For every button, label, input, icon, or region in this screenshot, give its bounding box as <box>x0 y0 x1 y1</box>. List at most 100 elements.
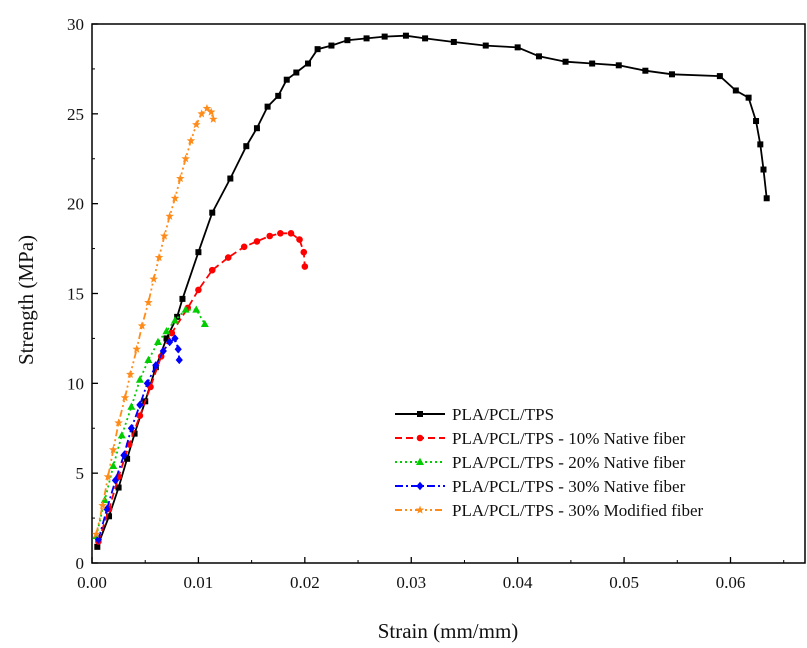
data-point <box>136 412 144 419</box>
data-point <box>181 305 190 313</box>
data-point <box>115 484 122 491</box>
data-point <box>192 120 201 129</box>
data-point <box>363 35 370 42</box>
data-point <box>243 143 250 150</box>
data-point <box>264 103 271 110</box>
data-point <box>144 297 153 307</box>
data-point <box>152 361 160 370</box>
data-point <box>154 253 164 262</box>
series-5 <box>91 103 218 538</box>
data-point <box>94 543 101 550</box>
plot-area <box>91 23 806 564</box>
data-point <box>120 451 128 460</box>
data-point <box>732 87 739 94</box>
data-point <box>91 529 101 538</box>
data-point <box>615 62 622 69</box>
legend-marker <box>416 434 424 442</box>
data-point <box>179 295 186 302</box>
legend-item: PLA/PCL/TPS - 30% Native fiber <box>395 477 686 496</box>
data-point <box>109 461 118 469</box>
legend-marker <box>416 481 424 491</box>
data-point <box>165 211 174 220</box>
data-point <box>159 346 167 356</box>
series-4 <box>94 334 183 544</box>
data-point <box>103 504 111 514</box>
data-point <box>176 174 185 183</box>
x-axis-title: Strain (mm/mm) <box>378 619 519 643</box>
data-point <box>757 141 764 148</box>
data-point <box>422 35 429 42</box>
data-point <box>402 32 409 39</box>
data-point <box>305 60 312 67</box>
data-point <box>562 58 569 65</box>
legend-item: PLA/PCL/TPS <box>395 405 554 424</box>
data-point <box>127 424 135 433</box>
data-point <box>103 472 113 481</box>
data-point <box>181 154 190 163</box>
legend-marker <box>417 411 423 417</box>
x-tick-label: 0.05 <box>609 573 639 592</box>
data-point <box>170 193 180 202</box>
data-point <box>227 175 234 182</box>
data-point <box>126 369 135 378</box>
y-tick-label: 30 <box>67 15 84 34</box>
data-point <box>253 125 260 132</box>
x-tick-label: 0.03 <box>396 573 426 592</box>
data-point <box>174 313 181 320</box>
y-tick-label: 0 <box>76 554 85 573</box>
data-point <box>171 316 180 324</box>
data-point <box>117 431 126 439</box>
data-point <box>162 327 171 335</box>
data-point <box>760 166 767 173</box>
data-point <box>208 266 216 274</box>
data-point <box>206 107 216 116</box>
data-point <box>120 393 130 402</box>
data-point <box>283 76 290 83</box>
legend: PLA/PCL/TPS PLA/PCL/TPS - 10% Native fibe… <box>395 405 704 520</box>
series-layer <box>91 32 770 550</box>
data-point <box>763 195 770 202</box>
data-point <box>224 254 232 261</box>
data-point <box>106 513 113 520</box>
data-point <box>94 535 102 544</box>
data-point <box>127 402 136 410</box>
data-point <box>344 37 351 44</box>
data-point <box>175 355 183 365</box>
legend-marker <box>415 505 425 514</box>
data-point <box>300 248 308 256</box>
data-point <box>296 236 303 243</box>
data-point <box>535 53 542 60</box>
data-point <box>114 418 123 427</box>
x-tick-label: 0.02 <box>290 573 320 592</box>
y-axis-title: Strength (MPa) <box>14 235 38 365</box>
legend-label: PLA/PCL/TPS - 30% Native fiber <box>452 477 686 496</box>
legend-label: PLA/PCL/TPS - 20% Native fiber <box>452 453 686 472</box>
data-point <box>186 136 196 145</box>
data-point <box>171 334 179 343</box>
data-point <box>137 321 147 330</box>
data-point <box>98 501 107 510</box>
data-point <box>450 38 457 45</box>
data-point <box>168 329 176 337</box>
data-point <box>100 495 109 504</box>
x-tick-label: 0.00 <box>77 573 107 592</box>
y-tick-label: 15 <box>67 285 84 304</box>
legend-label: PLA/PCL/TPS <box>452 405 554 424</box>
data-point <box>293 69 300 76</box>
y-tick-label: 5 <box>76 464 85 483</box>
data-point <box>200 319 209 328</box>
data-point <box>328 42 335 49</box>
data-point <box>166 337 174 347</box>
data-point <box>266 232 274 240</box>
x-tick-label: 0.06 <box>716 573 746 592</box>
data-point <box>131 430 138 437</box>
data-point <box>381 33 388 40</box>
data-point <box>143 379 151 388</box>
data-point <box>589 60 596 67</box>
y-axis-ticks: 0 5 10 15 20 25 30 <box>67 15 98 573</box>
data-point <box>275 92 282 99</box>
legend-label: PLA/PCL/TPS - 10% Native fiber <box>452 429 686 448</box>
data-point <box>195 286 202 294</box>
x-tick-label: 0.01 <box>184 573 214 592</box>
